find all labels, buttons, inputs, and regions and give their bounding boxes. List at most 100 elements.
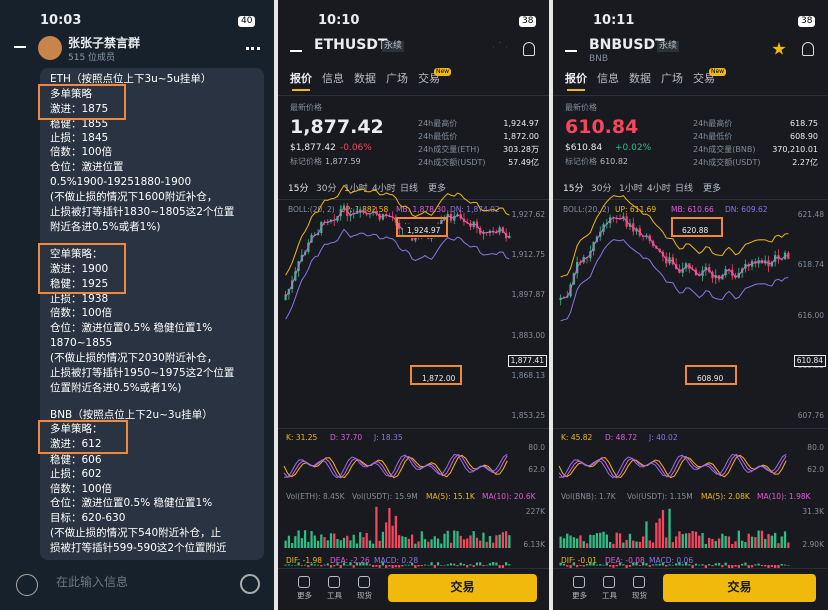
macd-bar [378, 565, 381, 568]
macd-bar [297, 562, 300, 566]
message-line: 空单策略： [50, 248, 103, 260]
volume-bar [731, 543, 734, 548]
macd-bar [372, 565, 375, 568]
volume-bar [777, 543, 780, 548]
interval-tab[interactable]: 30分 [591, 184, 612, 194]
interval-tab[interactable]: 1小时 [344, 184, 368, 194]
nav-icon[interactable] [328, 576, 340, 588]
interval-tab[interactable]: 15分 [563, 184, 584, 194]
macd-bar [576, 565, 579, 568]
contract-tag: 永续 [657, 41, 680, 52]
volume-bar [459, 535, 462, 548]
volume-bar [721, 533, 724, 548]
interval-tab[interactable]: 15分 [288, 184, 309, 194]
emoji-button[interactable] [240, 574, 260, 594]
tab[interactable]: 信息 [322, 72, 344, 85]
macd-bar [339, 565, 342, 569]
volume-label: Vol(USDT): 1.15M [627, 492, 693, 501]
macd-bar [433, 565, 436, 568]
macd-bar [394, 565, 397, 568]
volume-bar [498, 534, 501, 548]
back-button[interactable] [565, 50, 577, 52]
attach-button[interactable] [16, 574, 38, 596]
boll-label: UP: 1,882.58 [340, 205, 389, 214]
tab[interactable]: 报价 [290, 72, 312, 85]
macd-bar [449, 563, 453, 566]
group-name[interactable]: 张张子禁言群 [68, 36, 141, 50]
nav-label[interactable]: 工具 [602, 591, 617, 600]
volume-bar [430, 539, 433, 548]
stat-value: 1,872.00 [503, 132, 539, 141]
alert-button[interactable] [523, 42, 535, 56]
volume-bar [569, 535, 572, 548]
volume-bar [492, 542, 495, 548]
tab[interactable]: 数据 [629, 72, 651, 85]
trade-button-label[interactable]: 交易 [727, 580, 752, 594]
volume-bar [582, 541, 585, 548]
macd-bar [453, 563, 456, 566]
interval-tab[interactable]: 4小时 [372, 184, 396, 194]
volume-bar [671, 542, 674, 548]
tab[interactable]: 广场 [661, 72, 683, 85]
alert-button[interactable] [802, 42, 814, 56]
tab[interactable]: 交易 [693, 72, 715, 85]
back-button[interactable] [290, 50, 302, 52]
volume-bar [602, 531, 605, 548]
symbol[interactable]: BNBUSDT [589, 37, 665, 53]
macd-bar [310, 563, 313, 566]
interval-tab[interactable]: 日线 [675, 184, 694, 194]
macd-bar [329, 565, 333, 568]
macd-bar [316, 564, 320, 566]
volume-bar [316, 540, 320, 548]
volume-bar [665, 537, 668, 548]
macd-bar [414, 565, 417, 569]
message-input[interactable]: 在此输入信息 [56, 575, 129, 589]
macd-bar [724, 562, 727, 566]
nav-label[interactable]: 现货 [357, 591, 372, 600]
volume-bar [284, 540, 287, 548]
back-button[interactable] [14, 46, 26, 48]
tab[interactable]: 广场 [386, 72, 408, 85]
trade-button[interactable]: 交易 [663, 574, 816, 602]
volume-bar [440, 543, 443, 548]
symbol[interactable]: ETHUSDT [314, 37, 388, 53]
nav-label[interactable]: 现货 [632, 591, 647, 600]
trade-button[interactable]: 交易 [388, 574, 537, 602]
tab[interactable]: 数据 [354, 72, 376, 85]
menu-button[interactable] [246, 47, 260, 54]
volume-bar [508, 535, 511, 548]
tab[interactable]: 交易 [418, 72, 440, 85]
volume-bar [724, 535, 727, 548]
macd-label: DIF: -0.01 [561, 556, 598, 565]
nav-icon[interactable] [603, 576, 615, 588]
volume-bar [764, 538, 767, 548]
macd-label: MACD: 0.28 [374, 556, 419, 565]
volume-bar [780, 536, 783, 548]
interval-tab[interactable]: 更多 [428, 184, 447, 194]
volume-bar [398, 535, 401, 548]
nav-label[interactable]: 更多 [297, 591, 312, 600]
tab[interactable]: 信息 [597, 72, 619, 85]
macd-bar [717, 563, 721, 566]
nav-icon[interactable] [573, 576, 585, 588]
nav-icon[interactable] [633, 576, 645, 588]
macd-bar [410, 563, 414, 566]
interval-tab[interactable]: 1小时 [619, 184, 643, 194]
macd-bar [704, 565, 707, 569]
kdj-label: J: 40.02 [649, 433, 678, 442]
nav-icon[interactable] [358, 576, 370, 588]
interval-tab[interactable]: 4小时 [647, 184, 671, 194]
nav-icon[interactable] [298, 576, 310, 588]
macd-bar [492, 562, 495, 566]
interval-tab[interactable]: 更多 [703, 184, 722, 194]
volume-bar [648, 540, 651, 548]
interval-tab[interactable]: 30分 [316, 184, 337, 194]
tab[interactable]: 报价 [565, 72, 587, 85]
nav-label[interactable]: 更多 [572, 591, 587, 600]
kdj-axis-label: 80.0 [528, 443, 545, 452]
trade-button-label[interactable]: 交易 [450, 580, 475, 594]
volume-bar [290, 542, 294, 548]
nav-label[interactable]: 工具 [327, 591, 342, 600]
interval-tab[interactable]: 日线 [400, 184, 419, 194]
stat-label: 24h最高价 [418, 119, 458, 128]
